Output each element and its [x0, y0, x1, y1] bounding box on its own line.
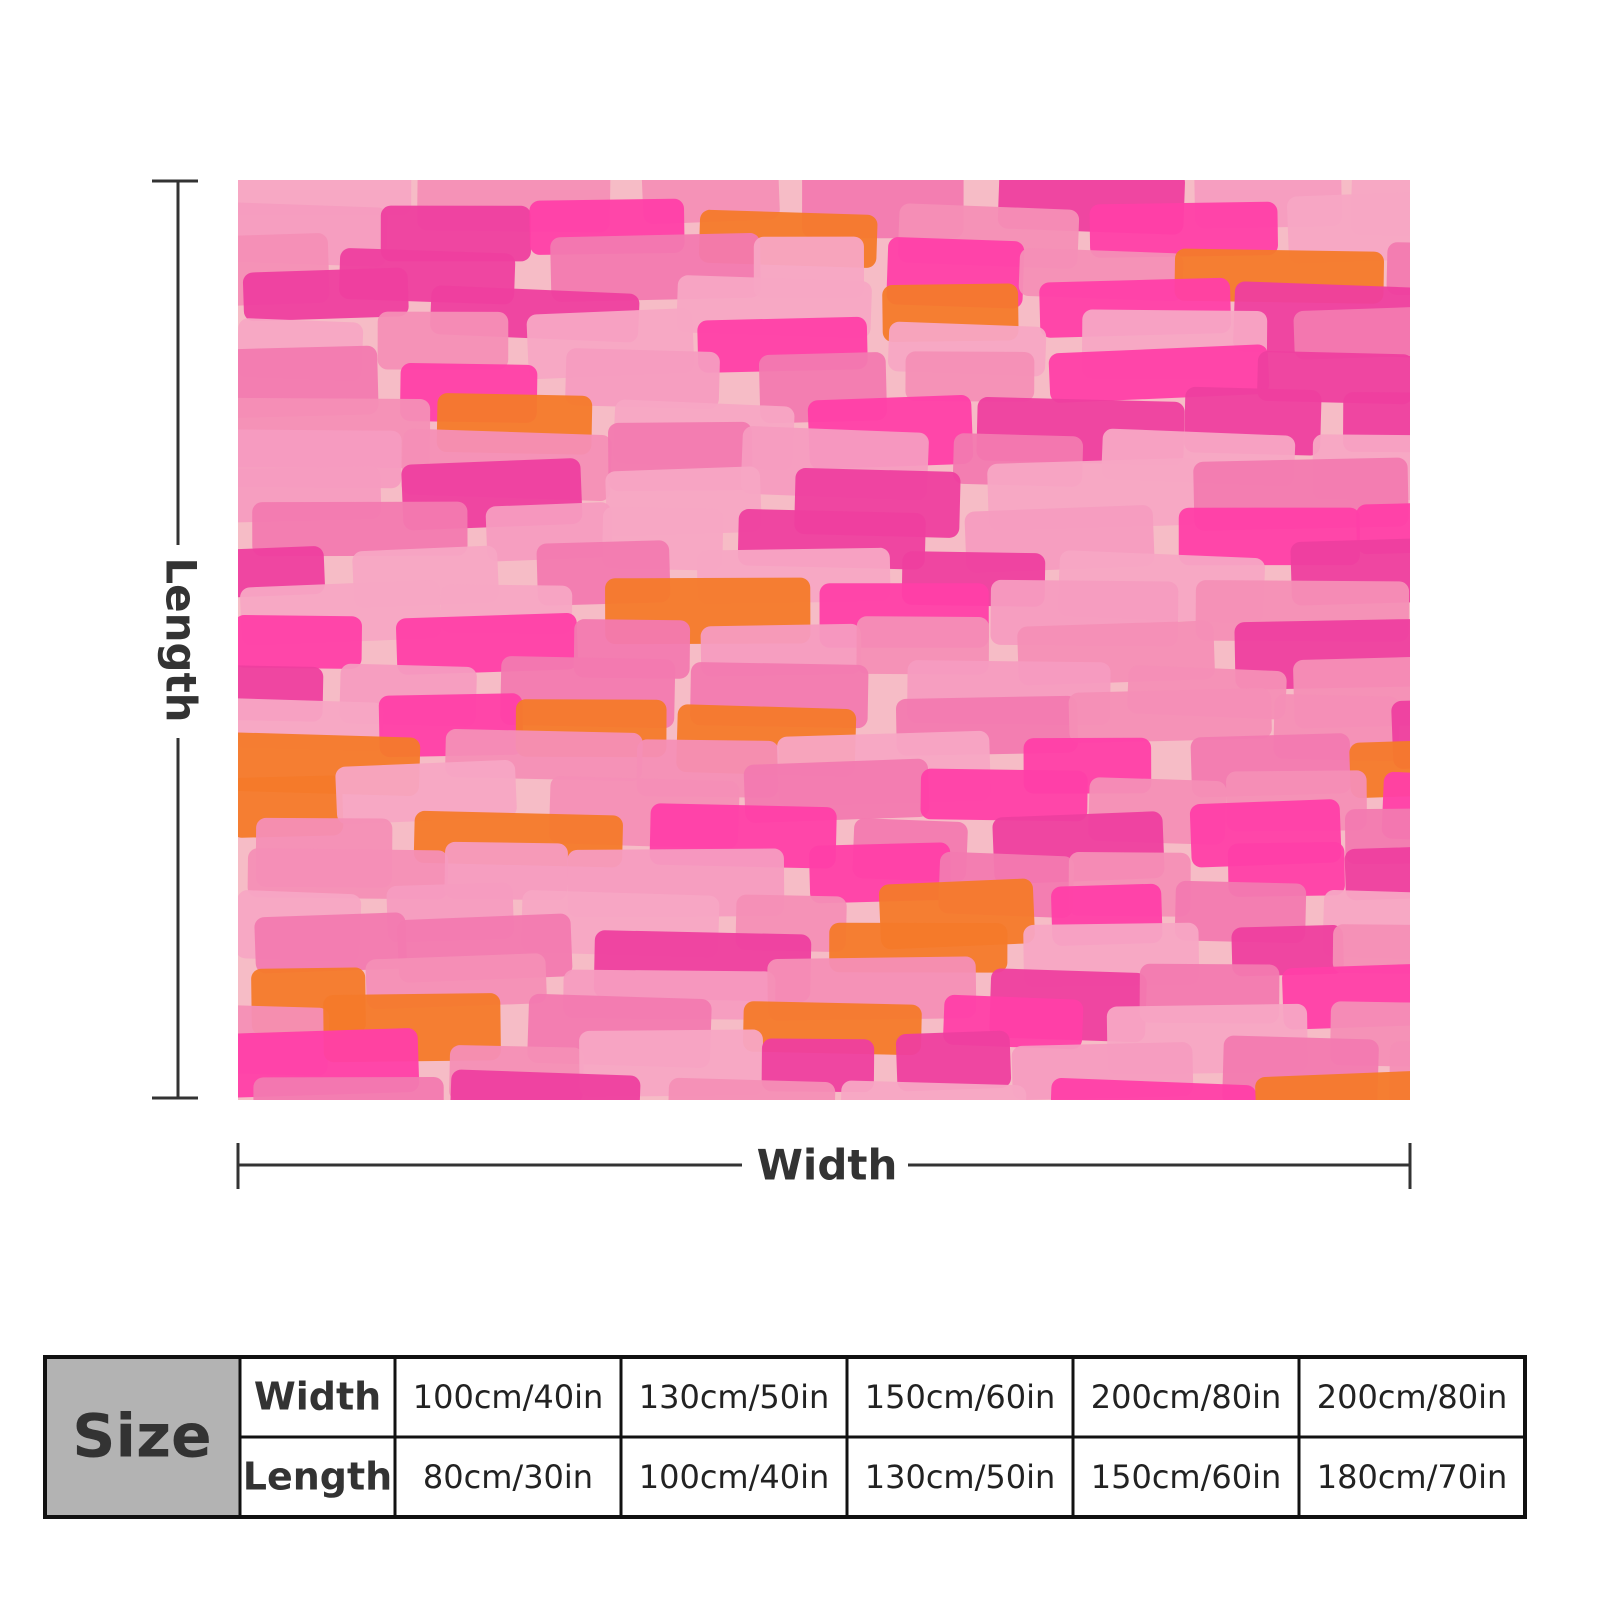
- width-indicator: [236, 1143, 1412, 1189]
- size-header: Size: [72, 1402, 211, 1472]
- brush-stroke: [238, 180, 412, 216]
- brush-stroke: [1293, 304, 1410, 360]
- brush-stroke: [238, 546, 325, 598]
- row-header: Length: [243, 1455, 392, 1499]
- brush-stroke: [449, 1069, 641, 1100]
- brush-stroke: [565, 348, 720, 409]
- brush-stroke: [1255, 1070, 1410, 1100]
- brush-stroke: [1089, 201, 1278, 258]
- brush-stroke: [1349, 736, 1410, 798]
- size-value: 80cm/30in: [423, 1458, 593, 1496]
- brush-stroke: [667, 1077, 836, 1100]
- size-value: 150cm/60in: [865, 1378, 1056, 1416]
- row-header: Width: [254, 1375, 381, 1419]
- brush-stroke: [856, 616, 990, 675]
- brush-stroke: [1287, 189, 1410, 264]
- brush-stroke: [380, 205, 532, 262]
- brush-stroke: [1389, 1041, 1410, 1100]
- width-label: Width: [757, 1141, 898, 1190]
- brush-stroke: [252, 501, 468, 557]
- size-value: 130cm/50in: [639, 1378, 830, 1416]
- size-value: 100cm/40in: [413, 1378, 604, 1416]
- size-value: 200cm/80in: [1317, 1378, 1508, 1416]
- brush-pattern: [238, 180, 1410, 1100]
- brush-stroke: [254, 912, 407, 974]
- size-header-cell: [45, 1357, 240, 1517]
- brush-stroke: [242, 267, 409, 322]
- brush-stroke: [1231, 925, 1344, 977]
- brush-stroke: [839, 1080, 1027, 1100]
- brush-stroke: [1332, 924, 1410, 975]
- size-value: 200cm/80in: [1091, 1378, 1282, 1416]
- brush-stroke: [905, 351, 1035, 402]
- brush-stroke: [1068, 688, 1272, 744]
- length-label: Length: [157, 557, 206, 722]
- brush-stroke: [335, 759, 517, 825]
- size-value: 180cm/70in: [1317, 1458, 1508, 1496]
- brush-stroke: [920, 768, 1088, 822]
- brush-stroke: [895, 1030, 1012, 1092]
- brush-stroke: [1050, 1077, 1257, 1100]
- brush-stroke: [1391, 694, 1410, 769]
- brush-stroke: [377, 311, 509, 370]
- brush-stroke: [1344, 846, 1410, 901]
- size-table: Size Width 100cm/40in 130cm/50in 150cm/60in…: [43, 1355, 1527, 1519]
- brush-stroke: [761, 1038, 875, 1093]
- brush-stroke: [253, 1076, 444, 1100]
- length-indicator: [152, 179, 198, 1100]
- size-value: 150cm/60in: [1091, 1458, 1282, 1496]
- brush-stroke: [238, 615, 362, 669]
- size-value: 100cm/40in: [639, 1458, 830, 1496]
- size-value: 130cm/50in: [865, 1458, 1056, 1496]
- brush-stroke: [1381, 771, 1410, 847]
